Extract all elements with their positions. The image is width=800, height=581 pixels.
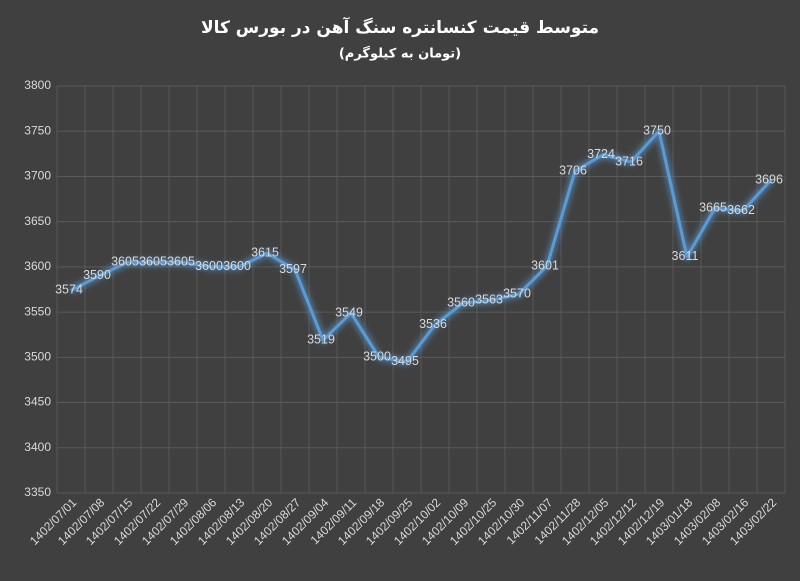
chart-title: متوسط قیمت کنسانتره سنگ آهن در بورس کالا	[201, 16, 599, 38]
y-tick-label: 3700	[24, 169, 51, 183]
data-label: 3500	[363, 350, 391, 364]
y-tick-label: 3800	[24, 78, 51, 92]
y-tick-label: 3750	[24, 123, 51, 137]
data-label: 3605	[167, 255, 195, 269]
data-label: 3724	[587, 147, 615, 161]
data-label: 3662	[727, 203, 755, 217]
data-label: 3716	[615, 154, 643, 168]
data-label: 3615	[251, 246, 279, 260]
data-label: 3600	[195, 259, 223, 273]
data-label: 3536	[419, 317, 447, 331]
data-label: 3597	[279, 262, 307, 276]
data-label: 3560	[447, 295, 475, 309]
data-label: 3549	[335, 305, 363, 319]
data-label: 3750	[643, 124, 671, 138]
data-label: 3590	[83, 268, 111, 282]
data-label: 3495	[391, 354, 419, 368]
y-tick-label: 3550	[24, 304, 51, 318]
data-label: 3570	[503, 286, 531, 300]
data-label: 3696	[755, 172, 783, 186]
data-label: 3519	[307, 332, 335, 346]
data-label: 3706	[559, 163, 587, 177]
y-tick-label: 3350	[24, 485, 51, 499]
data-label: 3600	[223, 259, 251, 273]
y-tick-label: 3500	[24, 350, 51, 364]
y-tick-label: 3450	[24, 395, 51, 409]
y-tick-label: 3600	[24, 259, 51, 273]
y-tick-label: 3400	[24, 440, 51, 454]
data-label: 3605	[139, 255, 167, 269]
data-label: 3611	[672, 249, 699, 263]
y-tick-label: 3650	[24, 214, 51, 228]
data-label: 3574	[55, 283, 83, 297]
data-label: 3563	[475, 293, 503, 307]
chart-subtitle: (تومان به کیلوگرم)	[339, 46, 461, 62]
data-label: 3601	[531, 258, 559, 272]
line	[70, 129, 773, 364]
data-label: 3665	[699, 200, 727, 214]
data-label: 3605	[111, 255, 139, 269]
